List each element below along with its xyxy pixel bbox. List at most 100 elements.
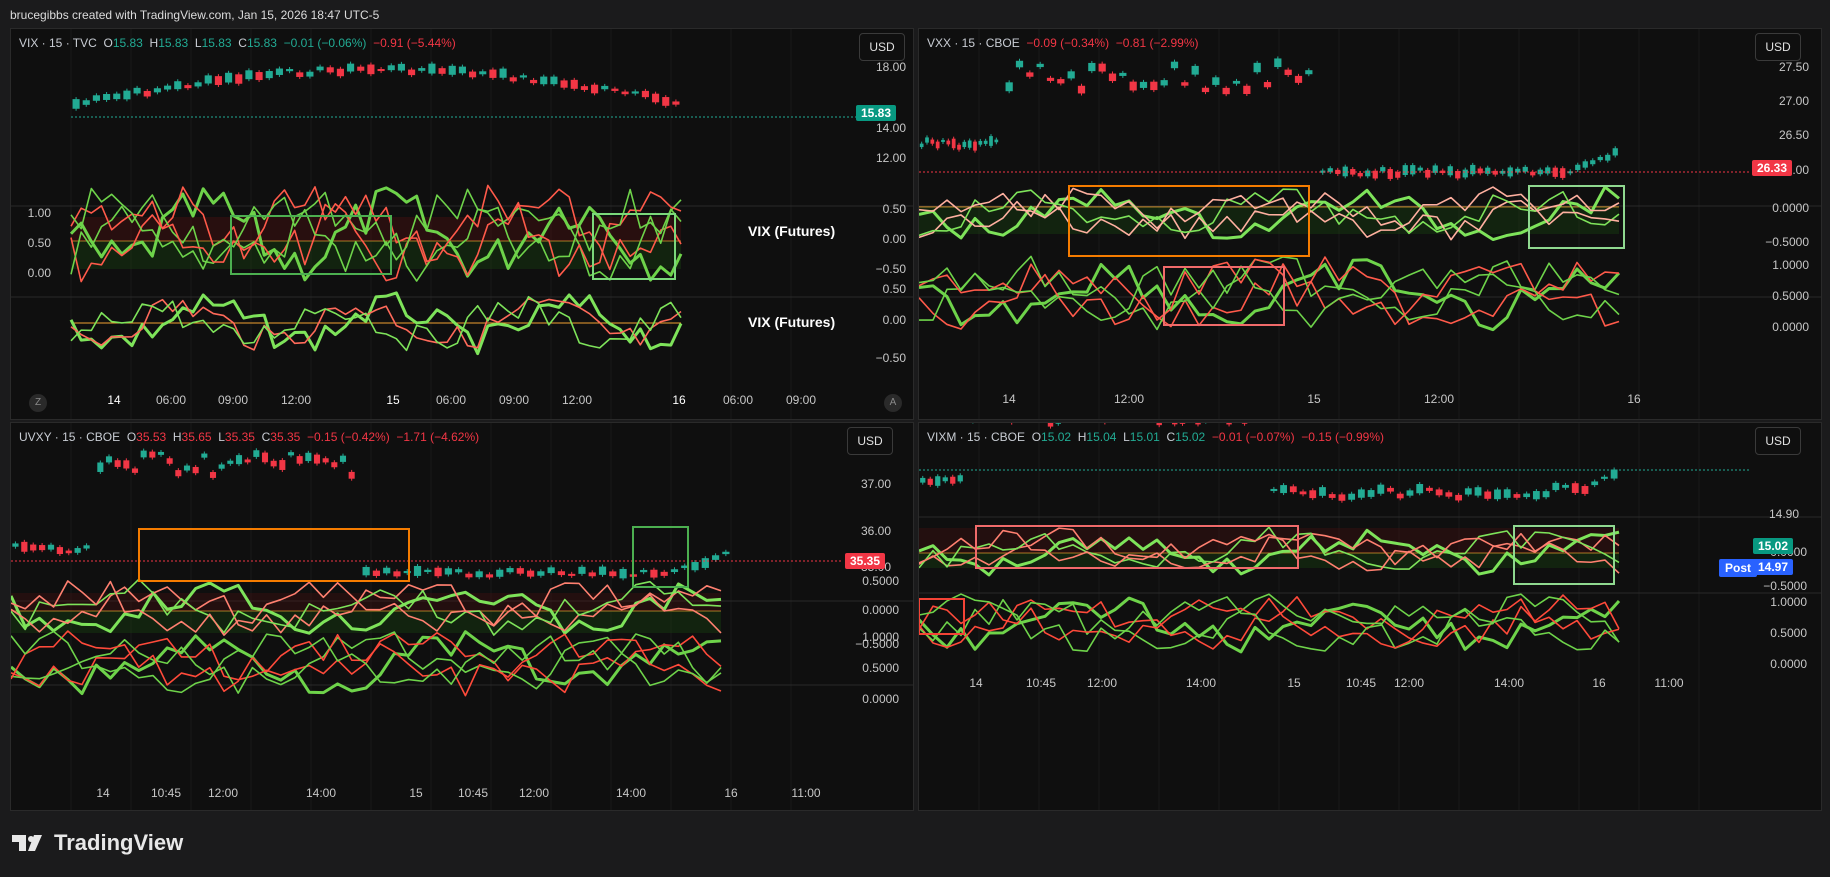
price-candle xyxy=(509,77,517,82)
price-candle xyxy=(1319,487,1326,496)
price-candle xyxy=(157,451,165,455)
oscillator-line xyxy=(11,580,722,636)
price-candle xyxy=(166,458,173,464)
attribution-text: brucegibbs created with TradingView.com,… xyxy=(10,8,380,22)
price-axis-label: 26.50 xyxy=(1779,128,1809,142)
price-candle xyxy=(1328,494,1336,498)
oscillator-line xyxy=(70,297,682,351)
vxx-chart-canvas[interactable]: 27.5027.0026.5026.000.0000−0.50001.00000… xyxy=(919,29,1821,419)
time-axis-label: 15 xyxy=(409,786,423,800)
time-axis-label: 12:00 xyxy=(1114,392,1144,406)
time-axis-label: 16 xyxy=(1627,392,1641,406)
uvxy-chart-canvas[interactable]: 37.0036.0035.000.50000.0000−0.50001.0000… xyxy=(11,423,913,810)
price-candle xyxy=(560,80,568,88)
chart-panel-vixm[interactable]: 15.2015.1014.900.0000−0.50001.00000.5000… xyxy=(918,422,1822,811)
price-candle xyxy=(1380,167,1386,172)
price-candle xyxy=(192,466,199,474)
time-axis-label: 14:00 xyxy=(1494,676,1524,690)
time-axis-label: 16 xyxy=(1592,676,1606,690)
vixm-chart-canvas[interactable]: 15.2015.1014.900.0000−0.50001.00000.5000… xyxy=(919,423,1821,810)
time-axis-label: 09:00 xyxy=(218,393,248,407)
price-candle xyxy=(1243,85,1251,94)
time-axis-label: 06:00 xyxy=(436,393,466,407)
highlight-box xyxy=(1528,185,1625,249)
price-candle xyxy=(1507,167,1513,177)
price-candle xyxy=(408,69,416,76)
last-price-label: 15.02 xyxy=(1753,538,1794,554)
price-candle xyxy=(994,139,999,143)
symbol-name: VIXM · 15 · CBOE xyxy=(927,430,1026,444)
price-candle xyxy=(377,69,385,72)
price-candle xyxy=(722,551,730,555)
price-candle xyxy=(660,571,668,576)
time-axis-label: 12:00 xyxy=(208,786,238,800)
auto-scale-a-button[interactable]: A xyxy=(884,394,902,412)
price-candle xyxy=(244,459,251,463)
tradingview-logo[interactable]: TradingView xyxy=(12,830,183,856)
price-candle xyxy=(286,69,294,72)
price-candle xyxy=(12,543,19,547)
vix-chart-canvas[interactable]: 18.00 14.00 12.00 1.00 0.50 0.00 0.50 0.00 −0.50… xyxy=(11,29,913,419)
oscillator-line xyxy=(919,188,1620,237)
indicator-axis-label: −0.5000 xyxy=(1763,579,1807,593)
price-candle xyxy=(1077,85,1086,94)
chart-panel-vix[interactable]: 18.00 14.00 12.00 1.00 0.50 0.00 0.50 0.00 −0.50… xyxy=(10,28,914,420)
time-axis-label: 15 xyxy=(1307,392,1321,406)
indicator-axis-label: 0.5000 xyxy=(1770,626,1807,640)
price-candle xyxy=(930,139,935,144)
symbol-legend: UVXY · 15 · CBOE O35.53 H35.65 L35.35 C3… xyxy=(19,430,480,444)
indicator-axis-label: 0.50 xyxy=(883,202,907,216)
price-candle xyxy=(164,85,172,90)
price-candle xyxy=(1372,170,1378,179)
price-candle xyxy=(133,87,141,94)
auto-scale-z-button[interactable]: Z xyxy=(29,394,47,412)
change-value-2: −0.81 (−2.99%) xyxy=(1115,36,1199,50)
price-candle xyxy=(131,468,139,473)
price-candle xyxy=(568,573,576,576)
highlight-box xyxy=(138,528,410,582)
price-candle xyxy=(701,558,709,568)
time-axis-label: 12:00 xyxy=(519,786,549,800)
chart-panel-vxx[interactable]: 27.50 27.00 26.50 26.00 0.0000 −0.5000 1.0000 0… xyxy=(918,28,1822,420)
price-candle xyxy=(153,88,161,93)
price-candle xyxy=(479,71,487,75)
price-candle xyxy=(47,544,55,550)
time-axis-label: 10:45 xyxy=(1026,676,1056,690)
price-candle xyxy=(672,101,680,105)
indicator-axis-label: 0.0000 xyxy=(862,603,899,617)
price-candle xyxy=(209,472,217,478)
low-value: 15.01 xyxy=(1129,430,1160,444)
price-candle xyxy=(1327,168,1333,172)
oscillator-line xyxy=(919,258,1621,332)
currency-button[interactable]: USD xyxy=(1755,33,1801,61)
price-axis-label: 37.00 xyxy=(861,477,891,491)
price-candle xyxy=(611,88,619,91)
price-candle xyxy=(1172,423,1178,425)
price-candle xyxy=(1567,171,1573,174)
price-candle xyxy=(1402,165,1408,175)
price-candle xyxy=(105,456,113,463)
time-axis-label: 14:00 xyxy=(616,786,646,800)
price-candle xyxy=(598,566,607,575)
price-candle xyxy=(489,69,497,78)
oscillator-line xyxy=(919,528,1620,577)
currency-button[interactable]: USD xyxy=(847,427,893,455)
price-candle xyxy=(465,573,473,578)
price-candle xyxy=(1387,169,1393,179)
price-candle xyxy=(270,460,277,467)
price-candle xyxy=(499,68,507,78)
currency-button[interactable]: USD xyxy=(1755,427,1801,455)
price-candle xyxy=(957,144,961,150)
time-axis-label: 09:00 xyxy=(499,393,529,407)
price-candle xyxy=(681,565,689,569)
price-axis-label: 14.00 xyxy=(876,121,906,135)
chart-panel-uvxy[interactable]: 37.0036.0035.000.50000.0000−0.50001.0000… xyxy=(10,422,914,811)
time-axis-label: 09:00 xyxy=(786,393,816,407)
symbol-legend: VIX · 15 · TVC O15.83 H15.83 L15.83 C15.… xyxy=(19,36,456,50)
currency-button[interactable]: USD xyxy=(859,33,905,61)
symbol-name: VXX · 15 · CBOE xyxy=(927,36,1020,50)
price-candle xyxy=(1299,491,1307,495)
price-candle xyxy=(946,140,951,145)
price-candle xyxy=(1005,82,1013,92)
price-candle xyxy=(1047,423,1054,427)
